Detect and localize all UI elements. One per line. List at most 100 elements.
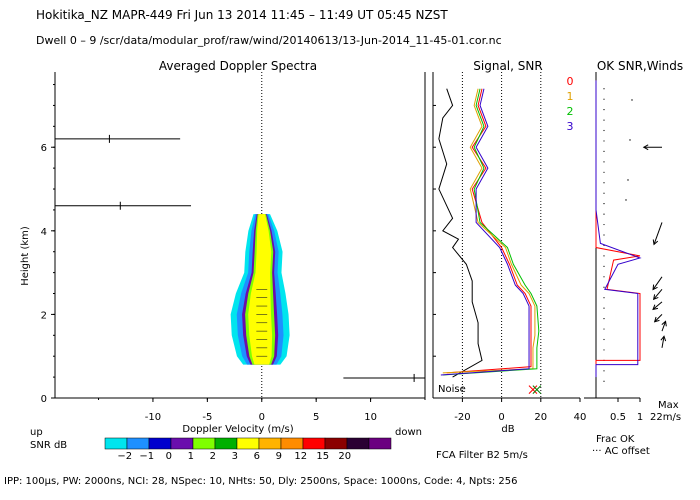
colorbar-swatch bbox=[368, 437, 392, 450]
colorbar-swatch bbox=[302, 437, 326, 450]
colorbar-swatch bbox=[346, 437, 370, 450]
wind-arrow-head bbox=[660, 335, 667, 342]
colorbar-swatch bbox=[104, 437, 128, 450]
wind-arrow bbox=[653, 289, 663, 300]
wind-arrow-head bbox=[652, 304, 659, 311]
footer-parameters: IPP: 100μs, PW: 2000ns, NCI: 28, NSpec: … bbox=[4, 476, 518, 487]
noise-label: Noise bbox=[438, 384, 466, 395]
velocity-axis-label: Doppler Velocity (m/s) bbox=[182, 424, 293, 435]
header-title: Hokitika_NZ MAPR-449 Fri Jun 13 2014 11:… bbox=[36, 8, 448, 22]
wind-arrow-head bbox=[652, 284, 658, 291]
ac-offset-dot bbox=[603, 161, 605, 163]
legend-entry: 3 bbox=[567, 120, 574, 133]
signal-snr-title: Signal, SNR bbox=[473, 59, 542, 73]
db-tick-label: -20 bbox=[454, 412, 470, 423]
legend-entry: 0 bbox=[567, 75, 574, 88]
wind-arrow-head bbox=[661, 320, 667, 327]
velocity-tick-label: -10 bbox=[145, 412, 161, 423]
ac-offset-dot bbox=[603, 265, 605, 267]
colorbar-tick-label: −2 bbox=[117, 451, 132, 462]
ac-offset-dot bbox=[603, 317, 605, 320]
ac-offset-dot bbox=[603, 297, 605, 299]
wind-arrow bbox=[661, 336, 665, 348]
velocity-tick-label: 10 bbox=[364, 412, 377, 423]
series-noise bbox=[438, 88, 483, 378]
series-1 bbox=[442, 88, 536, 374]
velocity-tick-label: 0 bbox=[259, 412, 265, 423]
legend-entry: 1 bbox=[567, 90, 574, 103]
height-axis-label: Height (km) bbox=[20, 226, 31, 286]
wind-arrow-head bbox=[652, 239, 659, 246]
colorbar-tick-label: 0 bbox=[166, 451, 172, 462]
down-label: down bbox=[395, 427, 422, 438]
signal-x-label: dB bbox=[501, 424, 514, 435]
ac-offset-label: ··· AC offset bbox=[592, 446, 650, 457]
wind-arrow bbox=[661, 321, 667, 332]
wind-dot bbox=[625, 199, 627, 201]
snr-marker bbox=[528, 385, 538, 394]
ok-0 bbox=[595, 80, 641, 373]
wind-dot bbox=[627, 179, 629, 181]
ac-offset-dot bbox=[603, 213, 605, 215]
ac-offset-dot bbox=[603, 380, 605, 382]
ac-offset-dot bbox=[603, 276, 605, 278]
colorbar-swatch bbox=[280, 437, 304, 450]
wind-dot bbox=[631, 99, 633, 101]
colorbar-swatch bbox=[236, 437, 260, 450]
db-tick-label: 40 bbox=[574, 412, 587, 423]
ac-offset-dot bbox=[603, 328, 605, 330]
ok-3 bbox=[595, 80, 642, 378]
ac-offset-dot bbox=[603, 171, 605, 173]
ok-snr-winds-panel: OK SNR,Winds 0.5 1 Frac OK ··· AC offset … bbox=[584, 59, 683, 457]
wind-arrow-head bbox=[652, 294, 659, 301]
colorbar-tick-label: 6 bbox=[254, 451, 260, 462]
max-wind-value: 22m/s bbox=[650, 412, 681, 423]
ok-snr-winds-title: OK SNR,Winds bbox=[597, 59, 683, 73]
ac-offset-dot bbox=[603, 192, 605, 194]
snr-marker bbox=[532, 385, 542, 394]
ac-offset-dot bbox=[603, 255, 605, 257]
header-dwell-path: Dwell 0 – 9 /scr/data/modular_prof/raw/w… bbox=[36, 34, 502, 47]
colorbar-swatch bbox=[126, 437, 150, 450]
colorbar-tick-label: −1 bbox=[139, 451, 154, 462]
colorbar-swatch bbox=[192, 437, 216, 450]
frac-tick-label: 0.5 bbox=[610, 412, 626, 423]
ac-offset-dot bbox=[603, 150, 605, 153]
wind-arrow-head bbox=[642, 144, 649, 151]
ac-offset-dot bbox=[603, 286, 605, 288]
ac-offset-dot bbox=[603, 98, 605, 100]
colorbar-tick-label: 20 bbox=[338, 451, 351, 462]
colorbar-tick-label: 1 bbox=[188, 451, 194, 462]
colorbar-swatch bbox=[214, 437, 238, 450]
colorbar-tick-label: 12 bbox=[294, 451, 307, 462]
ac-offset-dot bbox=[603, 140, 605, 142]
velocity-tick-label: 5 bbox=[313, 412, 319, 423]
ac-offset-dot bbox=[603, 338, 605, 341]
wind-arrow bbox=[652, 301, 663, 310]
wind-dot bbox=[629, 139, 631, 141]
colorbar-tick-label: 2 bbox=[210, 451, 216, 462]
wind-arrow bbox=[654, 314, 663, 323]
wind-arrow-head bbox=[653, 316, 660, 323]
ac-offset-dot bbox=[603, 109, 605, 111]
ac-offset-dot bbox=[603, 370, 605, 372]
colorbar-tick-label: 3 bbox=[232, 451, 238, 462]
ac-offset-dot bbox=[603, 307, 605, 309]
ac-offset-dot bbox=[603, 203, 605, 205]
ac-offset-dot bbox=[603, 88, 605, 90]
frac-ok-label: Frac OK bbox=[596, 434, 635, 445]
series-3 bbox=[440, 88, 530, 376]
velocity-tick-label: -5 bbox=[202, 412, 212, 423]
height-tick-label: 2 bbox=[41, 310, 47, 321]
colorbar-swatch bbox=[258, 437, 282, 450]
colorbar-tick-label: 9 bbox=[276, 451, 282, 462]
height-tick-label: 4 bbox=[41, 227, 47, 238]
height-tick-label: 0 bbox=[41, 394, 47, 405]
legend-entry: 2 bbox=[567, 105, 574, 118]
ac-offset-dot bbox=[603, 223, 605, 226]
height-tick-label: 6 bbox=[41, 143, 47, 154]
ac-offset-dot bbox=[603, 234, 605, 236]
colorbar-swatch bbox=[324, 437, 348, 450]
